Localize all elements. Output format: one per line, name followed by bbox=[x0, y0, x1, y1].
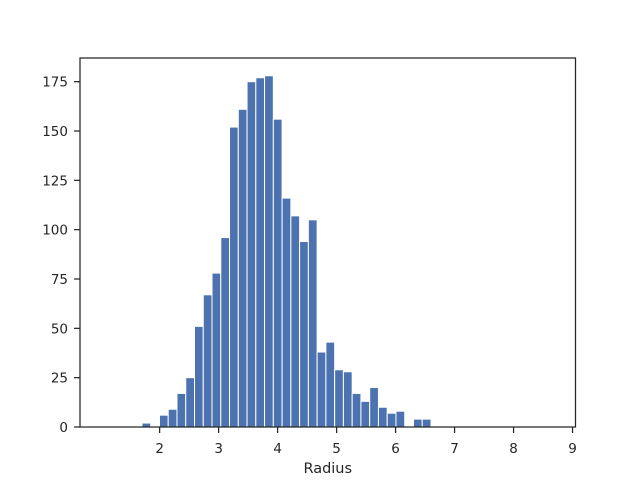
y-tick-label: 125 bbox=[42, 173, 68, 189]
plot-frame bbox=[79, 57, 577, 428]
x-tick-label: 9 bbox=[568, 441, 577, 457]
histogram-bar bbox=[377, 406, 388, 428]
histogram-bar bbox=[264, 75, 274, 428]
histogram-bar bbox=[211, 272, 222, 428]
y-tick-label: 100 bbox=[42, 223, 68, 239]
y-tick-label: 75 bbox=[51, 272, 68, 288]
histogram-bar bbox=[299, 241, 309, 428]
histogram-bar bbox=[386, 412, 397, 428]
x-tick-label: 3 bbox=[214, 441, 223, 457]
histogram-bar bbox=[272, 118, 283, 428]
histogram-bar bbox=[229, 126, 239, 428]
histogram-bar bbox=[334, 369, 344, 428]
histogram-bar bbox=[185, 377, 196, 428]
histogram-bar bbox=[360, 400, 371, 428]
histogram-bar bbox=[290, 215, 301, 428]
histogram-bar bbox=[194, 325, 204, 428]
histogram-bar bbox=[412, 418, 423, 428]
x-tick-label: 2 bbox=[155, 441, 164, 457]
x-tick-label: 7 bbox=[450, 441, 459, 457]
y-tick-label: 25 bbox=[51, 371, 68, 387]
histogram-bar bbox=[246, 81, 257, 428]
histogram-bar bbox=[281, 197, 292, 428]
histogram-bar bbox=[307, 219, 318, 428]
histogram-bar bbox=[255, 77, 266, 428]
y-tick-label: 150 bbox=[42, 124, 68, 140]
histogram-bar bbox=[202, 294, 213, 428]
y-tick-label: 0 bbox=[59, 420, 68, 436]
y-tick-label: 50 bbox=[51, 321, 68, 337]
histogram-bar bbox=[395, 410, 406, 428]
x-axis-label: Radius bbox=[303, 461, 352, 477]
bars-group bbox=[141, 75, 432, 428]
histogram-bar bbox=[342, 371, 353, 428]
y-axis: 0 25 50 75 100 125 150 175 bbox=[42, 75, 80, 436]
x-tick-label: 4 bbox=[273, 441, 282, 457]
x-tick-label: 6 bbox=[391, 441, 400, 457]
x-tick-label: 5 bbox=[332, 441, 341, 457]
histogram-bar bbox=[369, 387, 379, 428]
histogram-bar bbox=[220, 237, 231, 428]
histogram-bar bbox=[176, 392, 187, 428]
y-tick-label: 175 bbox=[42, 75, 68, 91]
histogram-bar bbox=[351, 392, 362, 428]
histogram-bar bbox=[158, 414, 169, 428]
histogram-bar bbox=[325, 341, 336, 428]
histogram-bar bbox=[316, 351, 327, 428]
histogram-bar bbox=[421, 418, 432, 428]
x-tick-label: 8 bbox=[509, 441, 518, 457]
histogram-bar bbox=[167, 408, 178, 428]
x-axis: 2 3 4 5 6 7 8 9 bbox=[155, 427, 577, 457]
histogram-bar bbox=[237, 108, 248, 428]
